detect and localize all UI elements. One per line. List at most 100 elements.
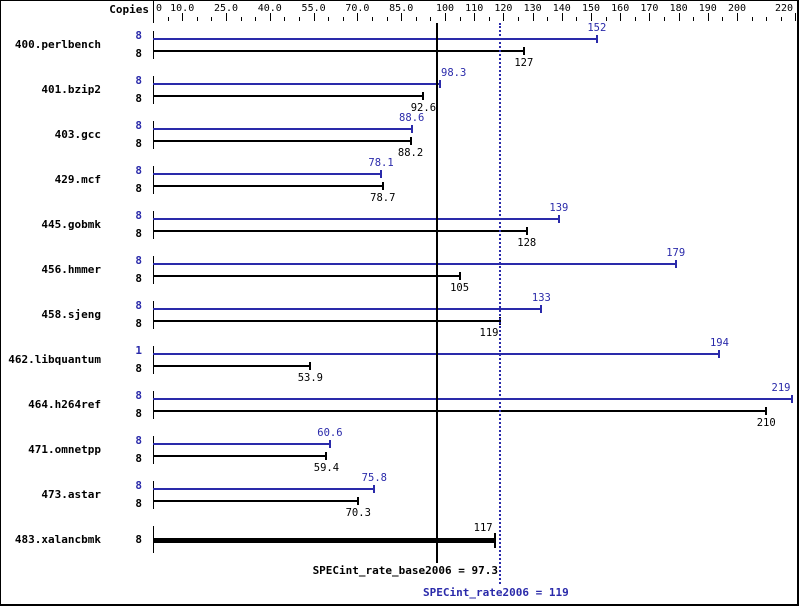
base-bar: [153, 500, 359, 502]
axis-minor-tick: [430, 17, 431, 21]
peak-copies: 1: [135, 344, 142, 357]
axis-minor-tick: [722, 17, 723, 21]
axis-tick-label: 25.0: [213, 3, 239, 14]
axis-tick-label: 70.0: [345, 3, 370, 14]
peak-bar-end-cap: [373, 485, 376, 493]
peak-summary-label: SPECint_rate2006 = 119: [423, 586, 569, 599]
axis-major-tick: [562, 13, 563, 21]
benchmark-label: 473.astar: [41, 488, 101, 501]
axis-tick-label: 0: [156, 3, 163, 14]
peak-bar: [153, 173, 382, 175]
axis-minor-tick: [168, 17, 169, 21]
axis-major-tick: [620, 13, 621, 21]
axis-major-tick: [445, 13, 446, 21]
base-bar: [153, 455, 327, 457]
axis-minor-tick: [752, 17, 753, 21]
base-value-label: 88.2: [397, 147, 424, 159]
base-bar: [153, 410, 767, 412]
axis-minor-tick: [284, 17, 285, 21]
axis-minor-tick: [693, 17, 694, 21]
row-start-line: [153, 166, 154, 194]
peak-value-label: 139: [549, 202, 569, 214]
axis-minor-tick: [299, 17, 300, 21]
axis-tick-label: 85.0: [389, 3, 414, 14]
axis-minor-tick: [255, 17, 256, 21]
base-value-label: 105: [450, 282, 470, 294]
peak-bar-end-cap: [328, 440, 331, 448]
peak-bar: [153, 488, 375, 490]
base-bar: [153, 95, 424, 97]
axis-tick-label: 10.0: [170, 3, 195, 14]
axis-minor-tick: [518, 17, 519, 21]
base-value-label: 70.3: [345, 507, 371, 519]
axis-major-tick: [708, 13, 709, 21]
peak-bar: [153, 38, 597, 40]
row-start-line: [153, 76, 154, 104]
base-value-label: 78.7: [370, 192, 396, 204]
peak-copies: 8: [135, 209, 142, 222]
base-copies: 8: [135, 47, 142, 60]
base-value-label: 117: [473, 522, 493, 534]
row-start-line: [153, 436, 154, 464]
base-summary-label: SPECint_rate_base2006 = 97.3: [312, 564, 498, 577]
base-bar-end-cap: [381, 182, 384, 190]
axis-minor-tick: [547, 17, 548, 21]
base-bar: [153, 185, 383, 187]
peak-bar: [153, 308, 542, 310]
axis-tick-label: 200: [727, 3, 747, 14]
peak-bar-end-cap: [557, 215, 560, 223]
axis-major-tick: [314, 13, 315, 21]
row-start-line: [153, 481, 154, 509]
peak-bar-end-cap: [410, 125, 413, 133]
peak-value-label: 179: [666, 247, 686, 259]
base-copies: 8: [135, 227, 142, 240]
base-bar-end-cap: [458, 272, 461, 280]
axis-minor-tick: [372, 17, 373, 21]
base-bar: [153, 275, 460, 277]
axis-minor-tick: [576, 17, 577, 21]
peak-bar-end-cap: [439, 80, 442, 88]
axis-tick-label: 40.0: [257, 3, 282, 14]
benchmark-label: 403.gcc: [54, 128, 101, 141]
benchmark-label: 401.bzip2: [41, 83, 101, 96]
benchmark-label: 458.sjeng: [41, 308, 101, 321]
axis-tick-label: 110: [465, 3, 484, 14]
base-bar-end-cap: [309, 362, 312, 370]
base-bar-end-cap: [525, 227, 528, 235]
axis-major-tick: [270, 13, 271, 21]
base-value-label: 59.4: [313, 462, 340, 474]
peak-mean-line: [499, 23, 501, 584]
axis-minor-tick: [197, 17, 198, 21]
axis-major-tick: [649, 13, 650, 21]
peak-copies: 8: [135, 164, 142, 177]
axis-minor-tick: [211, 17, 212, 21]
base-copies: 8: [135, 452, 142, 465]
base-bar: [153, 230, 527, 232]
peak-value-label: 60.6: [317, 427, 343, 439]
axis-major-tick: [737, 13, 738, 21]
peak-copies: 8: [135, 74, 142, 87]
axis-tick-label: 100: [435, 3, 455, 14]
base-copies: 8: [135, 317, 142, 330]
peak-copies: 8: [135, 254, 142, 267]
axis-minor-tick: [460, 17, 461, 21]
axis-line: [153, 1, 154, 23]
axis-tick-label: 130: [523, 3, 542, 14]
base-copies: 8: [135, 137, 142, 150]
benchmark-label: 464.h264ref: [28, 398, 101, 411]
base-copies: 8: [135, 92, 142, 105]
base-value-label: 127: [514, 57, 534, 69]
peak-value-label: 219: [771, 382, 791, 394]
base-bar: [153, 50, 524, 52]
base-bar-end-cap: [409, 137, 412, 145]
peak-bar: [153, 128, 412, 130]
base-copies: 8: [135, 182, 142, 195]
axis-minor-tick: [489, 17, 490, 21]
axis-tick-label: 140: [552, 3, 571, 14]
benchmark-label: 445.gobmk: [41, 218, 101, 231]
axis-minor-tick: [766, 17, 767, 21]
benchmark-label: 483.xalancbmk: [14, 533, 101, 546]
peak-copies: 8: [135, 389, 142, 402]
benchmark-label: 462.libquantum: [8, 353, 101, 366]
